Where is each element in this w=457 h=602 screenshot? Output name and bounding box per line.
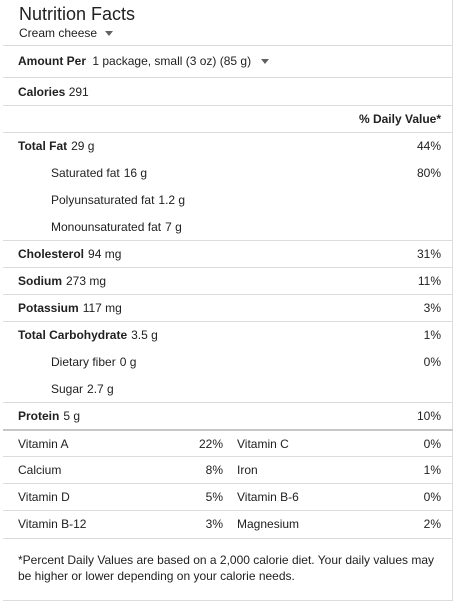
footnote-divider — [3, 538, 453, 539]
nutrient-label: Sodium — [18, 274, 62, 288]
vitamin-label: Vitamin C — [237, 436, 289, 451]
nutrient-amount: 7 g — [165, 219, 182, 234]
amount-per-label: Amount Per — [18, 54, 87, 68]
nutrient-row: Total Fat 29 g 44% — [3, 132, 453, 159]
vitamin-label: Magnesium — [237, 517, 300, 531]
nutrient-amount: 3.5 g — [131, 328, 158, 342]
nutrient-daily-value: 3% — [423, 301, 441, 315]
nutrient-row: Protein 5 g 10% — [3, 402, 453, 429]
nutrient-label: Monounsaturated fat — [51, 219, 162, 234]
food-dropdown-label: Cream cheese — [19, 26, 98, 40]
nutrient-row: Total Carbohydrate 3.5 g 1% — [3, 321, 453, 348]
nutrient-row: Sodium 273 mg 11% — [3, 267, 453, 294]
nutrient-amount: 29 g — [71, 139, 95, 153]
calories-value: 291 — [68, 84, 89, 99]
nutrient-daily-value: 44% — [416, 139, 441, 153]
nutrient-amount: 16 g — [123, 165, 148, 180]
vitamin-label: Vitamin B-12 — [18, 517, 87, 531]
vitamin-label: Vitamin D — [18, 490, 70, 504]
nutrient-row: Cholesterol 94 mg 31% — [3, 240, 453, 267]
nutrient-label: Cholesterol — [18, 247, 85, 261]
chevron-down-icon — [105, 31, 114, 36]
nutrient-label: Protein — [18, 409, 60, 423]
vitamin-daily-value: 2% — [423, 517, 441, 531]
nutrient-amount: 1.2 g — [158, 192, 186, 207]
daily-value-header-row: % Daily Value* — [3, 105, 453, 132]
calories-row: Calories 291 — [3, 77, 453, 105]
nutrient-daily-value: 31% — [416, 247, 441, 261]
nutrient-label: Polyunsaturated fat — [51, 192, 155, 207]
vitamin-daily-value: 5% — [205, 490, 223, 504]
nutrient-amount: 273 mg — [66, 274, 107, 288]
nutrient-amount: 94 mg — [88, 247, 122, 261]
nutrient-label: Saturated fat — [51, 165, 120, 180]
nutrient-daily-value: 11% — [417, 274, 441, 288]
vitamin-daily-value: 1% — [423, 463, 441, 477]
serving-size-dropdown[interactable]: 1 package, small (3 oz) (85 g) — [89, 54, 270, 68]
vitamin-row: Calcium 8% Iron 1% — [3, 456, 453, 483]
vitamin-label: Vitamin B-6 — [237, 490, 299, 504]
nutrient-daily-value: 1% — [423, 328, 441, 342]
nutrient-label: Total Fat — [18, 139, 68, 153]
nutrient-row: Polyunsaturated fat 1.2 g — [3, 186, 453, 213]
vitamin-row: Vitamin A 22% Vitamin C 0% — [3, 429, 453, 456]
nutrient-amount: 0 g — [119, 354, 137, 369]
vitamin-label: Vitamin A — [18, 436, 69, 451]
nutrient-label: Dietary fiber — [51, 354, 116, 369]
nutrient-row: Dietary fiber 0 g 0% — [3, 348, 453, 375]
vitamin-daily-value: 3% — [205, 517, 223, 531]
nutrient-row: Sugar 2.7 g — [3, 375, 453, 402]
nutrient-daily-value: 80% — [416, 165, 441, 180]
nutrient-row: Saturated fat 16 g 80% — [3, 159, 453, 186]
calories-label: Calories — [18, 84, 66, 99]
vitamin-daily-value: 0% — [423, 436, 441, 451]
vitamin-label: Calcium — [18, 463, 62, 477]
vitamin-daily-value: 22% — [198, 436, 223, 451]
amount-per-row: Amount Per 1 package, small (3 oz) (85 g… — [3, 45, 453, 76]
nutrient-row: Monounsaturated fat 7 g — [3, 213, 453, 240]
vitamin-row: Vitamin D 5% Vitamin B-6 0% — [3, 483, 453, 510]
chevron-down-icon — [261, 59, 270, 64]
daily-value-header: % Daily Value* — [358, 112, 441, 126]
nutrient-daily-value: 0% — [423, 354, 441, 369]
nutrition-facts-card: Nutrition Facts Cream cheese Amount Per … — [3, 0, 453, 601]
nutrient-label: Sugar — [51, 381, 84, 396]
nutrient-label: Potassium — [18, 301, 79, 315]
page-title: Nutrition Facts — [19, 4, 136, 24]
nutrient-amount: 5 g — [63, 409, 81, 423]
vitamin-label: Iron — [237, 463, 258, 477]
vitamin-daily-value: 0% — [423, 490, 441, 504]
serving-size-label: 1 package, small (3 oz) (85 g) — [92, 54, 252, 68]
vitamin-daily-value: 8% — [205, 463, 223, 477]
nutrient-amount: 117 mg — [82, 301, 122, 315]
vitamin-row: Vitamin B-12 3% Magnesium 2% — [3, 510, 453, 537]
nutrient-amount: 2.7 g — [87, 381, 114, 396]
nutrient-row: Potassium 117 mg 3% — [3, 294, 453, 321]
nutrient-daily-value: 10% — [416, 409, 441, 423]
food-dropdown[interactable]: Cream cheese — [19, 25, 114, 41]
footnote: *Percent Daily Values are based on a 2,0… — [18, 553, 435, 583]
nutrient-label: Total Carbohydrate — [18, 328, 128, 342]
